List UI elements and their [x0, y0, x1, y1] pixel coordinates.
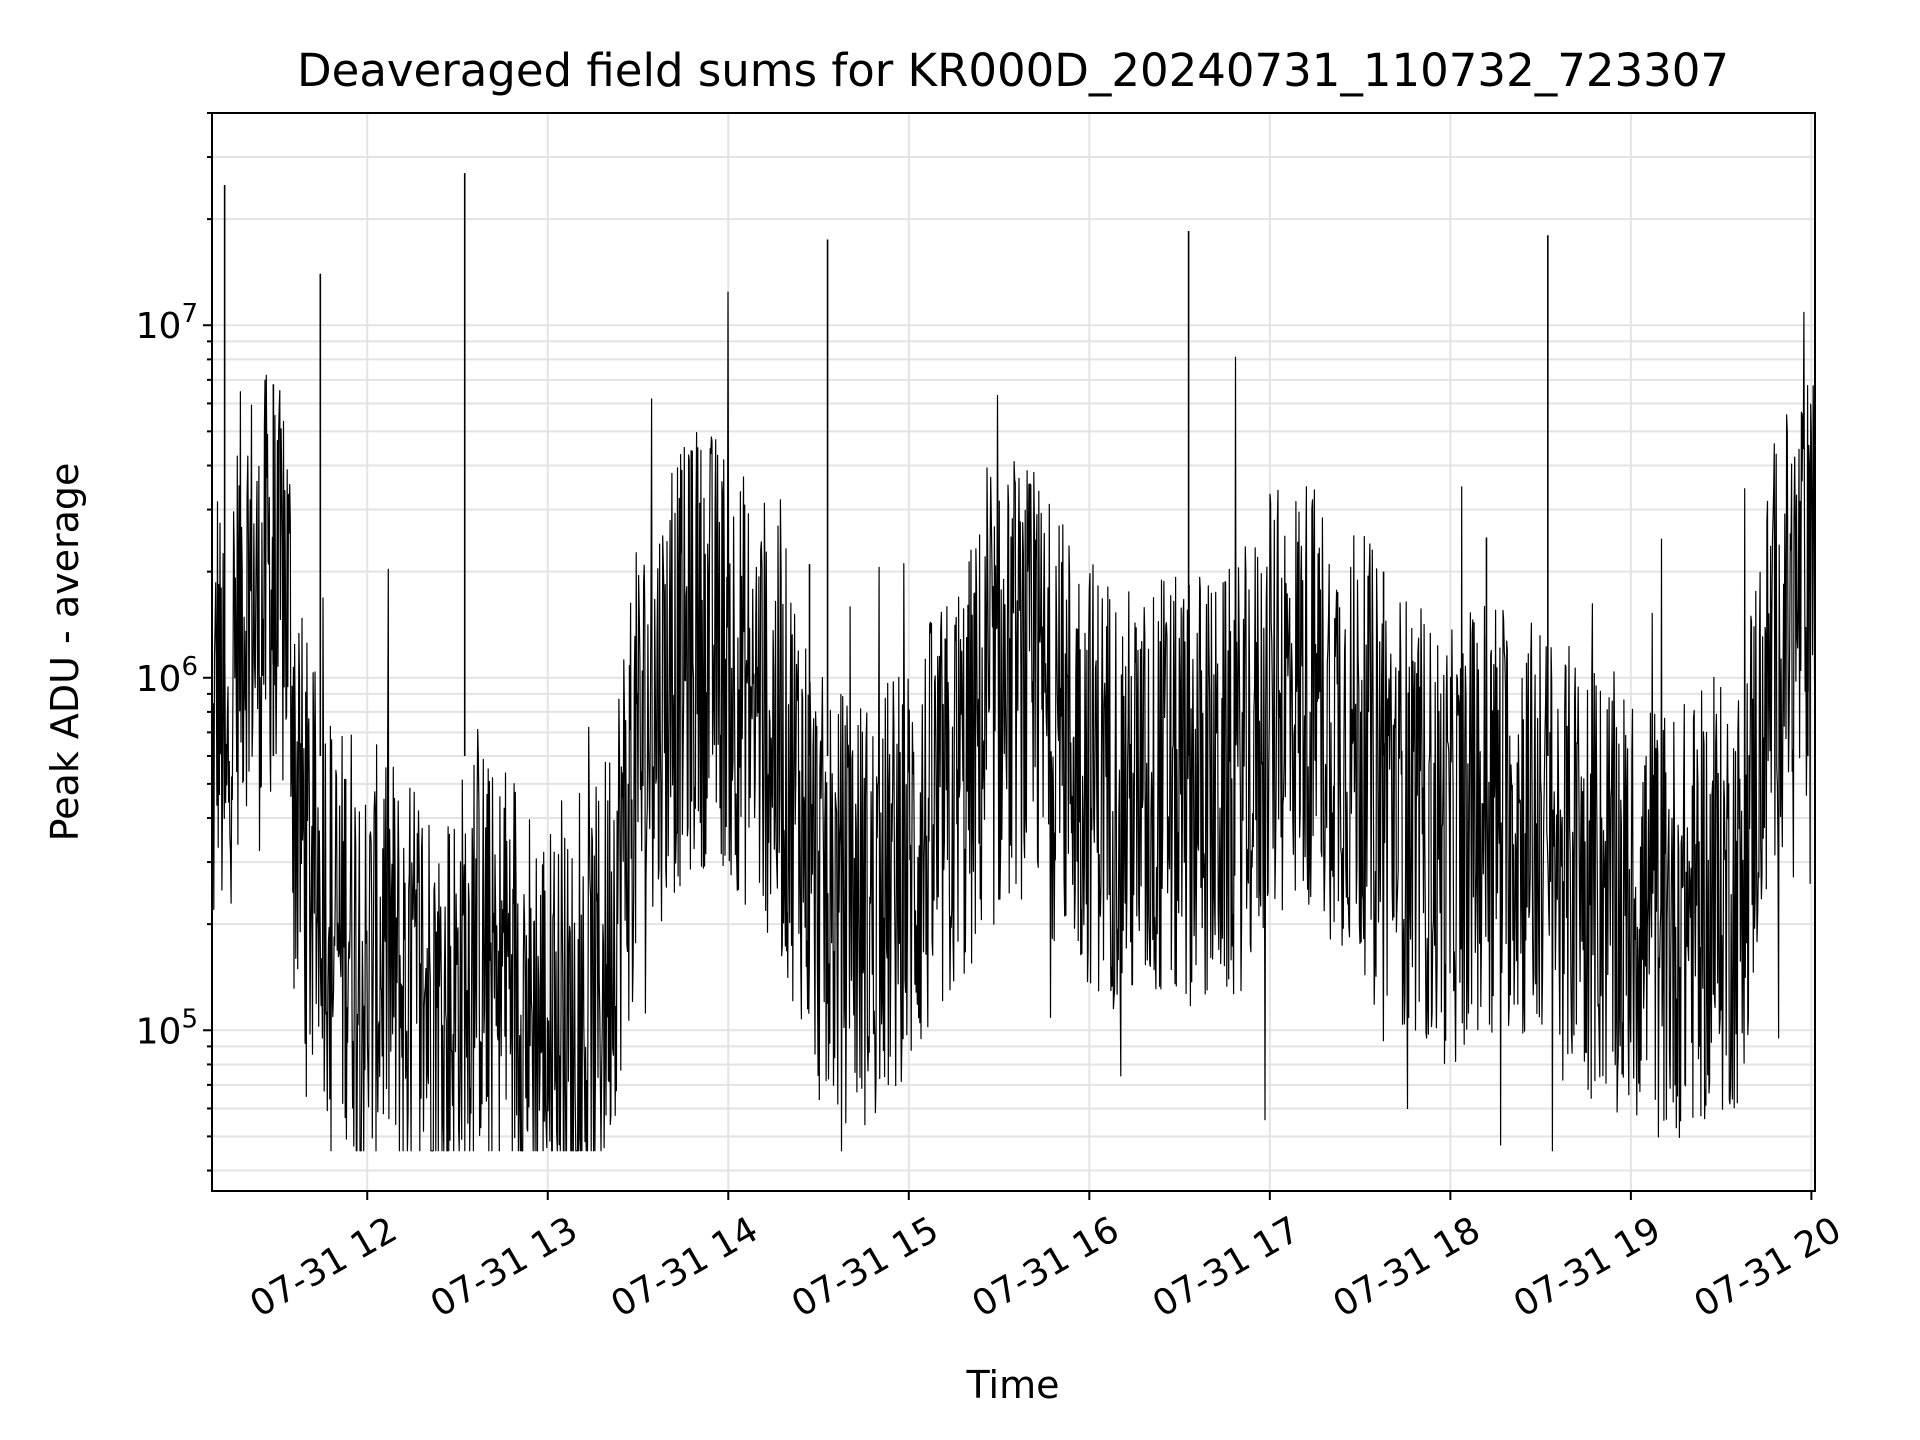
x-axis-label: Time [966, 1363, 1060, 1407]
y-tick-label: 106 [136, 652, 198, 700]
x-tick-label: 07-31 12 [243, 1209, 404, 1325]
x-tick-label: 07-31 15 [785, 1209, 946, 1325]
x-tick-label: 07-31 13 [424, 1209, 585, 1325]
x-tick-label: 07-31 16 [965, 1209, 1126, 1325]
x-tick-label: 07-31 17 [1146, 1209, 1307, 1325]
y-tick-label: 107 [136, 299, 198, 347]
x-tick-label: 07-31 19 [1507, 1209, 1668, 1325]
series-line [211, 291, 1816, 1152]
y-tick-label: 105 [136, 1004, 198, 1052]
chart-title: Deaveraged field sums for KR000D_2024073… [297, 44, 1729, 97]
trace-layer [211, 173, 1816, 1152]
y-axis-label: Peak ADU - average [43, 463, 87, 842]
plot-area-frame [211, 112, 1816, 1192]
x-tick-label: 07-31 14 [604, 1209, 765, 1325]
grid-layer [212, 112, 1815, 1191]
x-tick-label: 07-31 18 [1326, 1209, 1487, 1325]
x-tick-label: 07-31 20 [1688, 1209, 1849, 1325]
